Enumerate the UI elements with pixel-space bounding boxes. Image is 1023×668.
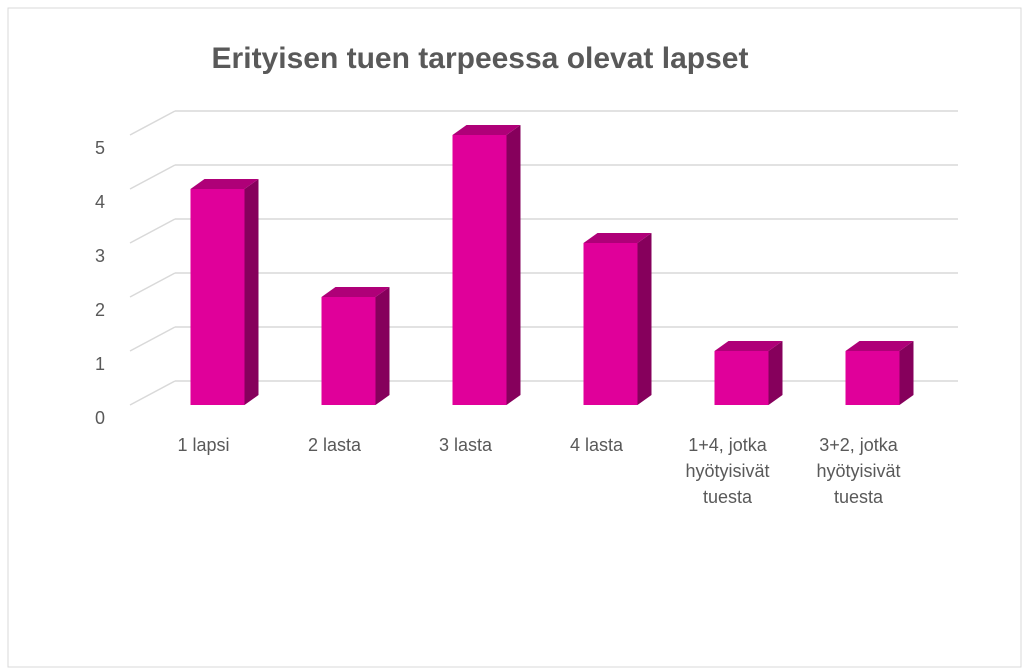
bar — [321, 297, 376, 405]
bar-side — [768, 341, 783, 405]
bar-side — [375, 287, 390, 405]
grid-line — [129, 218, 176, 244]
bar-side — [506, 125, 521, 405]
x-tick-label: 4 lasta — [570, 435, 624, 455]
grid-line — [129, 272, 176, 298]
x-tick-label: 1 lapsi — [177, 435, 229, 455]
bar-side — [244, 179, 259, 405]
grid-line — [129, 380, 176, 406]
y-tick-label: 4 — [95, 192, 105, 212]
bar — [190, 189, 245, 405]
bar — [452, 135, 507, 405]
x-tick-label: 1+4, jotka hyötyisivät tuesta — [685, 435, 769, 507]
x-tick-label: 3 lasta — [439, 435, 493, 455]
bar-top — [845, 341, 914, 351]
x-tick-label: 2 lasta — [308, 435, 362, 455]
bar-top — [190, 179, 259, 189]
y-tick-label: 1 — [95, 354, 105, 374]
bar — [845, 351, 900, 405]
y-tick-label: 2 — [95, 300, 105, 320]
grid-line — [129, 110, 176, 136]
bar-side — [899, 341, 914, 405]
grid-line — [129, 326, 176, 352]
bar-top — [321, 287, 390, 297]
bar-top — [714, 341, 783, 351]
bar — [583, 243, 638, 405]
bar — [714, 351, 769, 405]
chart-title: Erityisen tuen tarpeessa olevat lapset — [212, 42, 749, 75]
bar-top — [452, 125, 521, 135]
y-tick-label: 0 — [95, 408, 105, 428]
y-tick-label: 3 — [95, 246, 105, 266]
grid-line — [129, 164, 176, 190]
x-tick-label: 3+2, jotka hyötyisivät tuesta — [816, 435, 900, 507]
bar-side — [637, 233, 652, 405]
bar-top — [583, 233, 652, 243]
y-tick-label: 5 — [95, 138, 105, 158]
